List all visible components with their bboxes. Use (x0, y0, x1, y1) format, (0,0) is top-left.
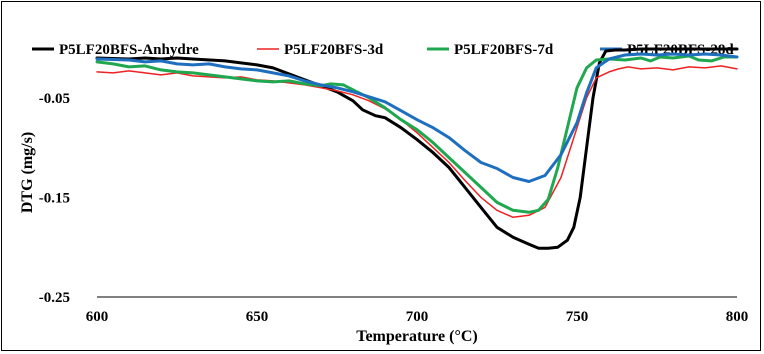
series-line-4 (95, 52, 739, 183)
series-layer (95, 47, 739, 250)
y-tick-label: -0.05 (39, 91, 70, 107)
x-axis-title: Temperature (°C) (356, 328, 477, 345)
y-tick-labels: -0.05 -0.15 -0.25 (39, 91, 70, 306)
y-tick-label: -0.25 (39, 290, 70, 306)
y-axis-title: DTG (mg/s) (19, 132, 36, 213)
x-tick-label: 600 (86, 309, 109, 325)
series-line-2 (96, 65, 738, 219)
x-tick-label: 750 (566, 309, 589, 325)
x-tick-labels: 600 650 700 750 800 (86, 309, 749, 325)
legend-label-3: P5LF20BFS-7d (454, 42, 554, 58)
legend-label-1: P5LF20BFS-Anhydre (59, 42, 199, 58)
x-tick-label: 800 (726, 309, 749, 325)
series-line-3 (95, 54, 739, 214)
y-tick-label: -0.15 (39, 190, 70, 206)
x-tick-label: 700 (406, 309, 429, 325)
x-tick-label: 650 (246, 309, 269, 325)
series-line-1 (95, 47, 739, 250)
legend-label-2: P5LF20BFS-3d (284, 42, 384, 58)
